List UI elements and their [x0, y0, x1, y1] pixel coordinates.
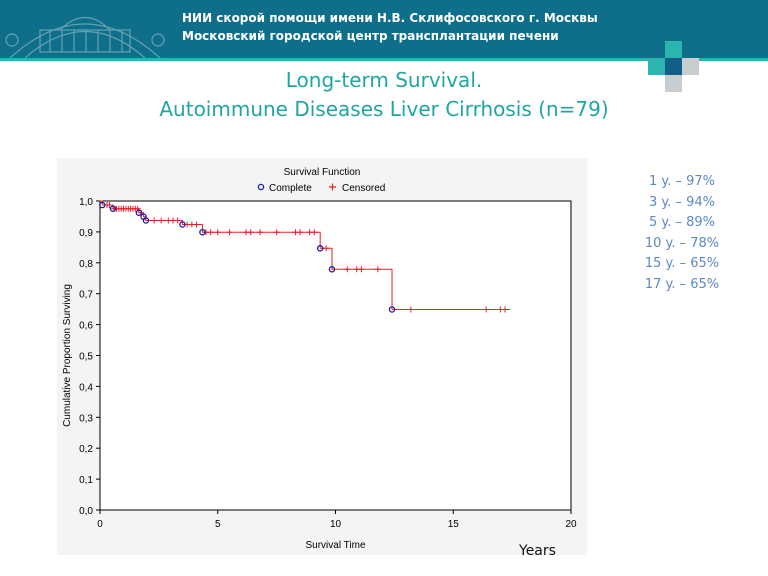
y-tick-label: 0,4 — [79, 382, 93, 393]
x-axis-label: Survival Time — [305, 540, 365, 551]
slide-title: Long-term Survival. Autoimmune Diseases … — [0, 66, 768, 124]
complete-event-marker — [199, 228, 206, 236]
survival-rate-1y: 1 y. – 97% — [648, 174, 716, 189]
censored-marker — [407, 306, 414, 313]
complete-event-marker — [328, 266, 336, 273]
legend-censored-marker — [329, 183, 336, 191]
censored-marker — [158, 217, 165, 224]
y-tick-label: 0,2 — [79, 444, 93, 455]
y-tick-label: 0,0 — [79, 506, 93, 517]
censored-marker — [374, 266, 381, 273]
censored-marker — [344, 266, 351, 273]
y-tick-label: 0,3 — [79, 413, 93, 424]
y-axis-label: Cumulative Proportion Surviving — [62, 284, 73, 427]
building-illustration-icon — [5, 16, 165, 58]
survival-rate-5y: 5 y. – 89% — [648, 215, 716, 230]
legend-complete-marker — [257, 183, 265, 191]
censored-marker — [297, 229, 304, 236]
complete-event-marker — [142, 217, 150, 224]
censored-marker — [257, 229, 264, 236]
censored-marker — [106, 202, 113, 209]
institution-name: НИИ скорой помощи имени Н.В. Склифосовск… — [182, 11, 598, 25]
center-name: Московский городской центр трансплантаци… — [182, 29, 559, 43]
censored-marker — [311, 229, 318, 236]
survival-rate-10y: 10 y. – 78% — [644, 235, 720, 251]
censored-marker — [193, 221, 200, 228]
survival-rate-3y: 3 y. – 94% — [648, 194, 716, 210]
y-tick-label: 0,8 — [79, 259, 93, 270]
censored-marker — [214, 229, 221, 236]
legend-censored-label: Censored — [342, 183, 385, 194]
x-tick-label: 20 — [565, 519, 577, 530]
censored-marker — [207, 229, 214, 236]
censored-marker — [174, 217, 181, 224]
survival-rate-17y: 17 y. – 65% — [644, 276, 720, 292]
y-tick-label: 0,7 — [79, 290, 93, 301]
complete-event-marker — [388, 306, 396, 313]
censored-marker — [323, 245, 330, 252]
survival-rate-15y: 15 y. – 65% — [644, 256, 720, 271]
x-tick-label: 5 — [215, 519, 221, 530]
censored-marker — [502, 306, 509, 313]
header-accent-line — [0, 58, 768, 61]
y-tick-label: 1,0 — [79, 197, 93, 208]
censored-marker — [151, 217, 158, 224]
censored-marker — [273, 229, 280, 236]
censored-marker — [226, 229, 233, 236]
x-tick-label: 10 — [330, 519, 342, 530]
chart-title: Survival Function — [284, 167, 361, 178]
years-caption: Years — [519, 543, 556, 559]
y-tick-label: 0,9 — [79, 228, 93, 239]
y-tick-label: 0,6 — [79, 321, 93, 332]
x-tick-label: 15 — [448, 519, 460, 530]
legend-complete-label: Complete — [269, 183, 312, 194]
medical-cross-logo-icon — [648, 41, 699, 92]
complete-event-marker — [109, 205, 117, 212]
survival-chart: 0,0 0,1 0,2 0,3 0,4 0,5 0,6 0,7 0,8 0,9 1,0 0 5 10 15 2… — [57, 158, 587, 555]
y-tick-label: 0,5 — [79, 352, 93, 363]
y-tick-label: 0,1 — [79, 475, 93, 486]
header-banner: НИИ скорой помощи имени Н.В. Склифосовск… — [0, 0, 768, 58]
censored-marker — [358, 266, 365, 273]
complete-event-marker — [99, 201, 106, 209]
survival-rates-list: 1 y. – 97% 3 y. – 94% 5 y. – 89% 10 y. –… — [612, 172, 752, 295]
title-line-2: Autoimmune Diseases Liver Cirrhosis (n=7… — [159, 97, 609, 121]
complete-event-marker — [135, 209, 143, 216]
title-line-1: Long-term Survival. — [285, 68, 483, 92]
complete-event-marker — [316, 245, 324, 252]
survival-chart-svg: 0,0 0,1 0,2 0,3 0,4 0,5 0,6 0,7 0,8 0,9 1,0 0 5 10 15 2… — [57, 158, 587, 555]
censored-marker — [483, 306, 490, 313]
censored-marker — [247, 229, 254, 236]
institution-header: НИИ скорой помощи имени Н.В. Склифосовск… — [182, 9, 598, 45]
plot-area — [99, 200, 572, 511]
complete-event-marker — [179, 221, 186, 228]
x-tick-label: 0 — [97, 519, 103, 530]
